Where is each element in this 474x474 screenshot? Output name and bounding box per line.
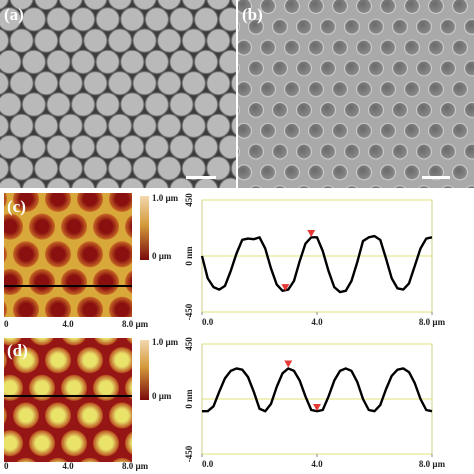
x-tick-label: 0.0 [202,317,214,327]
map-axis-label: 0 [4,461,9,471]
map-axis-label: 4.0 [62,461,74,471]
y-tick-label: -450 [184,445,194,462]
map-axis-label: 4.0 [62,319,74,329]
afm-map [4,193,132,317]
y-tick-label: 0 nm [184,246,194,266]
colorbar-label: 1.0 µm [152,337,179,347]
colorbar-label: 1.0 µm [152,193,179,203]
colorbar [140,340,149,400]
map-axis-label: 8.0 µm [122,461,149,471]
afm-map [4,338,132,462]
panel-label: (c) [7,197,26,216]
map-axis-label: 0 [4,319,9,329]
profile-line [202,367,433,413]
marker [281,284,290,292]
scale-bar [422,176,450,179]
x-tick-label: 8.0 µm [419,459,446,469]
marker [284,360,293,368]
colorbar-label: 0 µm [152,391,172,401]
y-tick-label: 450 [184,193,194,207]
y-tick-label: 450 [184,337,194,351]
colorbar [140,196,149,260]
map-axis-label: 8.0 µm [122,319,149,329]
x-tick-label: 4.0 [311,317,323,327]
colorbar-label: 0 µm [152,251,172,261]
scale-bar [186,176,216,179]
marker [307,229,316,237]
panel-label: (a) [4,5,24,24]
y-tick-label: -450 [184,303,194,320]
x-tick-label: 4.0 [311,459,323,469]
profile-line [200,234,433,294]
panel-label: (d) [7,341,28,360]
x-tick-label: 0.0 [202,459,214,469]
sem-image [238,0,474,188]
x-tick-label: 8.0 µm [419,317,446,327]
panel-label: (b) [242,5,263,24]
y-tick-label: 0 nm [184,389,194,409]
sem-image [0,0,236,188]
marker [313,403,321,411]
